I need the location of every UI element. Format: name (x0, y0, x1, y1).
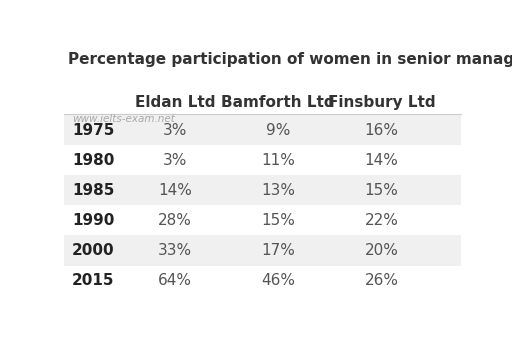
Bar (64, 116, 461, 145)
Text: 2015: 2015 (72, 273, 115, 288)
Text: 28%: 28% (158, 213, 192, 228)
Text: 20%: 20% (365, 243, 398, 258)
Text: Eldan Ltd: Eldan Ltd (135, 95, 216, 110)
Bar (64, 205, 461, 236)
Text: 11%: 11% (261, 153, 295, 168)
Text: 33%: 33% (158, 243, 192, 258)
Text: 2000: 2000 (72, 243, 115, 258)
Text: 3%: 3% (163, 153, 187, 168)
Text: 14%: 14% (158, 183, 192, 198)
Text: 1990: 1990 (72, 213, 114, 228)
Text: 17%: 17% (261, 243, 295, 258)
Text: 1975: 1975 (72, 123, 114, 138)
Text: 16%: 16% (365, 123, 398, 138)
Text: www.ielts-exam.net: www.ielts-exam.net (72, 114, 175, 124)
Text: 22%: 22% (365, 213, 398, 228)
Text: 15%: 15% (261, 213, 295, 228)
Text: Percentage participation of women in senior management positions: Percentage participation of women in sen… (68, 53, 512, 68)
Text: 3%: 3% (163, 123, 187, 138)
Text: Finsbury Ltd: Finsbury Ltd (328, 95, 435, 110)
Text: 26%: 26% (365, 273, 398, 288)
Bar (64, 266, 461, 295)
Text: 46%: 46% (261, 273, 295, 288)
Text: 13%: 13% (261, 183, 295, 198)
Bar (64, 175, 461, 205)
Text: 14%: 14% (365, 153, 398, 168)
Text: 1980: 1980 (72, 153, 114, 168)
Bar (64, 145, 461, 175)
Text: 64%: 64% (158, 273, 192, 288)
Text: 15%: 15% (365, 183, 398, 198)
Bar (64, 236, 461, 266)
Text: Bamforth Ltd: Bamforth Ltd (222, 95, 335, 110)
Text: 1985: 1985 (72, 183, 114, 198)
Text: 9%: 9% (266, 123, 290, 138)
